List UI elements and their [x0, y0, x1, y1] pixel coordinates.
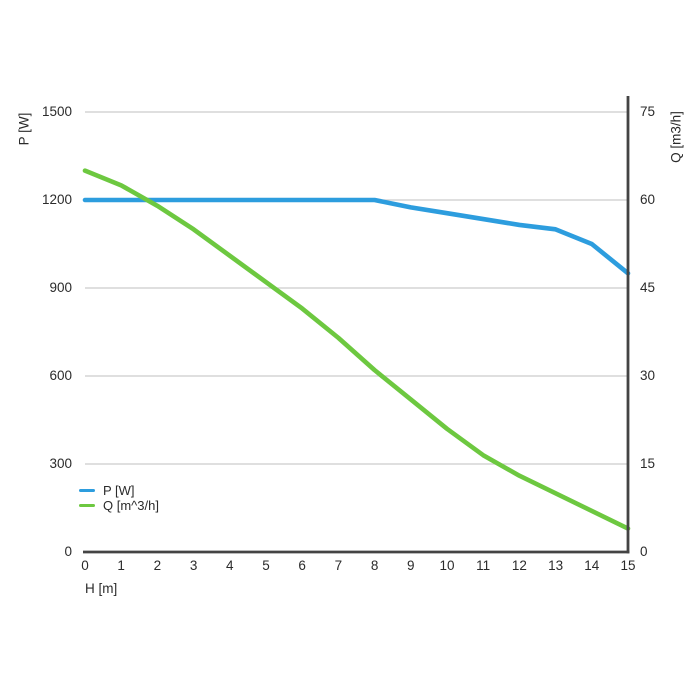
x-axis-tick-9: 9 — [407, 558, 415, 573]
x-axis-tick-0: 0 — [81, 558, 89, 573]
left-axis-tick-900: 900 — [49, 280, 72, 295]
x-axis-tick-2: 2 — [153, 558, 162, 573]
x-axis-tick-14: 14 — [584, 558, 600, 573]
x-axis-tick-10: 10 — [439, 558, 455, 573]
right-axis-tick-15: 15 — [640, 456, 656, 471]
right-axis-title: Q [m3/h] — [668, 111, 684, 163]
left-axis-tick-0: 0 — [64, 544, 72, 559]
right-axis-tick-75: 75 — [640, 104, 656, 119]
x-axis-tick-11: 11 — [476, 558, 491, 573]
x-axis-tick-8: 8 — [370, 558, 379, 573]
right-axis-tick-60: 60 — [640, 192, 656, 207]
right-axis-tick-30: 30 — [640, 368, 656, 383]
legend-swatch-p-icon — [79, 488, 95, 493]
left-axis-tick-1200: 1200 — [41, 192, 72, 207]
left-axis-tick-600: 600 — [49, 368, 72, 383]
left-axis-tick-300: 300 — [49, 456, 72, 471]
x-axis-tick-3: 3 — [189, 558, 198, 573]
legend-label-q: Q [m^3/h] — [103, 498, 159, 513]
right-axis-tick-0: 0 — [640, 544, 648, 559]
x-axis-tick-6: 6 — [298, 558, 306, 573]
legend-item-q: Q [m^3/h] — [79, 498, 159, 513]
series-line-q — [82, 168, 631, 531]
series-line-p — [82, 197, 631, 276]
x-axis-tick-13: 13 — [548, 558, 564, 573]
legend-swatch-q-icon — [79, 503, 95, 508]
legend-item-p: P [W] — [79, 483, 159, 498]
x-axis-tick-4: 4 — [226, 558, 234, 573]
legend-label-p: P [W] — [103, 483, 135, 498]
x-axis-title: H [m] — [85, 581, 118, 596]
x-axis-tick-1: 1 — [117, 558, 125, 573]
x-axis-tick-12: 12 — [511, 558, 527, 573]
x-axis-tick-7: 7 — [334, 558, 343, 573]
legend: P [W] Q [m^3/h] — [79, 483, 159, 513]
right-axis-tick-45: 45 — [640, 280, 656, 295]
x-axis-tick-5: 5 — [262, 558, 270, 573]
x-axis-tick-15: 15 — [620, 558, 636, 573]
left-axis-tick-1500: 1500 — [41, 104, 72, 119]
